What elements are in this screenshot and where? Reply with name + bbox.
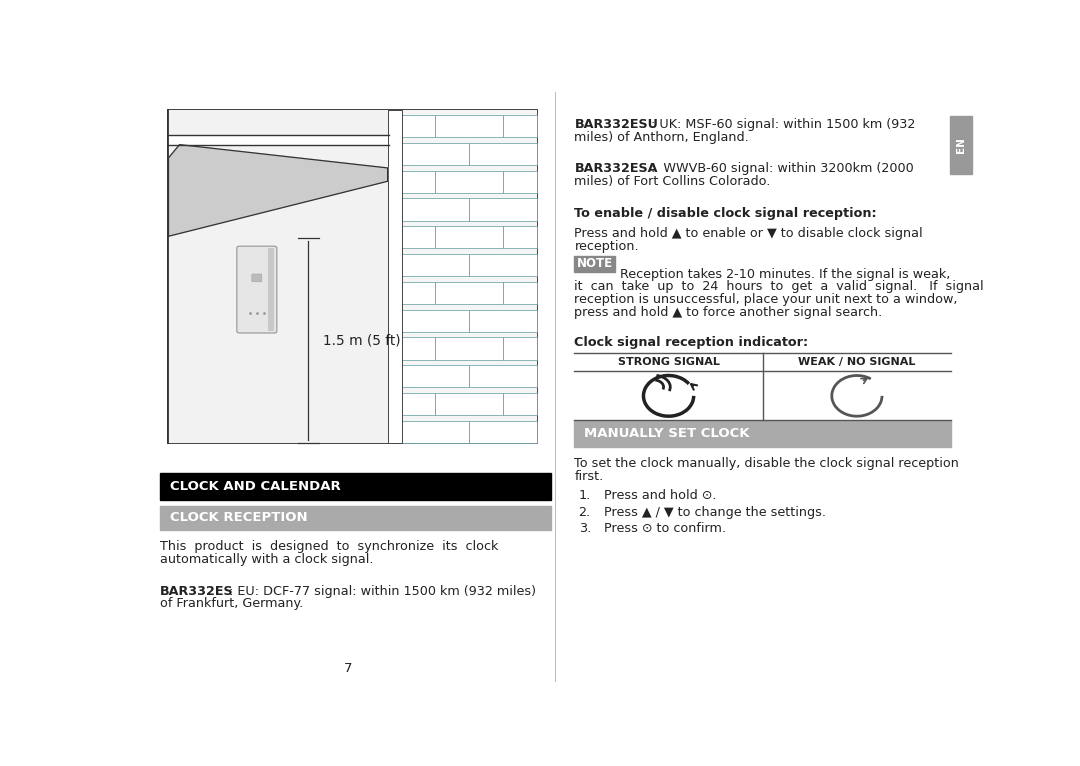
Text: To enable / disable clock signal reception:: To enable / disable clock signal recepti… — [575, 207, 877, 220]
Bar — [435, 282, 503, 304]
Bar — [402, 110, 537, 443]
Bar — [503, 226, 537, 248]
Text: : UK: MSF-60 signal: within 1500 km (932: : UK: MSF-60 signal: within 1500 km (932 — [651, 118, 916, 131]
Bar — [402, 365, 469, 388]
Bar — [435, 337, 503, 359]
Bar — [950, 116, 972, 175]
Bar — [268, 248, 274, 331]
Bar — [402, 309, 469, 332]
Text: NOTE: NOTE — [577, 257, 612, 270]
Text: Reception takes 2-10 minutes. If the signal is weak,: Reception takes 2-10 minutes. If the sig… — [620, 267, 950, 280]
Bar — [402, 254, 469, 277]
Text: BAR332ESA: BAR332ESA — [575, 162, 658, 175]
Text: 7: 7 — [345, 662, 353, 675]
Bar — [402, 115, 435, 137]
Text: CLOCK AND CALENDAR: CLOCK AND CALENDAR — [171, 480, 341, 493]
Bar — [469, 365, 537, 388]
Text: it  can  take  up  to  24  hours  to  get  a  valid  signal.   If  signal: it can take up to 24 hours to get a vali… — [575, 280, 984, 293]
Bar — [469, 421, 537, 443]
Text: reception.: reception. — [575, 240, 639, 253]
Text: STRONG SIGNAL: STRONG SIGNAL — [618, 357, 719, 367]
Bar — [469, 198, 537, 221]
Text: EN: EN — [956, 137, 967, 153]
Bar — [435, 393, 503, 415]
Bar — [402, 282, 435, 304]
Bar — [402, 143, 469, 165]
Bar — [402, 393, 435, 415]
Text: WEAK / NO SIGNAL: WEAK / NO SIGNAL — [798, 357, 916, 367]
Text: To set the clock manually, disable the clock signal reception: To set the clock manually, disable the c… — [575, 457, 959, 470]
Bar — [469, 309, 537, 332]
Text: 2.: 2. — [579, 506, 591, 519]
Text: BAR332ES: BAR332ES — [160, 584, 233, 597]
Bar — [503, 115, 537, 137]
Bar — [503, 393, 537, 415]
Text: press and hold ▲ to force another signal search.: press and hold ▲ to force another signal… — [575, 306, 882, 319]
FancyBboxPatch shape — [237, 246, 276, 333]
Text: Clock signal reception indicator:: Clock signal reception indicator: — [575, 336, 809, 349]
Text: Press ⊙ to confirm.: Press ⊙ to confirm. — [604, 522, 726, 535]
Bar — [435, 226, 503, 248]
Bar — [402, 198, 469, 221]
Text: automatically with a clock signal.: automatically with a clock signal. — [160, 553, 374, 566]
Text: 1.5 m (5 ft): 1.5 m (5 ft) — [324, 333, 401, 348]
Text: Press ▲ / ▼ to change the settings.: Press ▲ / ▼ to change the settings. — [604, 506, 826, 519]
Bar — [160, 473, 551, 500]
Bar — [503, 282, 537, 304]
Text: first.: first. — [575, 470, 604, 483]
Text: of Frankfurt, Germany.: of Frankfurt, Germany. — [160, 597, 303, 611]
Text: miles) of Anthorn, England.: miles) of Anthorn, England. — [575, 130, 750, 143]
Bar — [168, 110, 388, 443]
Text: MANUALLY SET CLOCK: MANUALLY SET CLOCK — [584, 427, 750, 440]
Bar — [402, 337, 435, 359]
FancyBboxPatch shape — [252, 274, 262, 282]
Text: Press and hold ▲ to enable or ▼ to disable clock signal: Press and hold ▲ to enable or ▼ to disab… — [575, 227, 923, 240]
Text: reception is unsuccessful, place your unit next to a window,: reception is unsuccessful, place your un… — [575, 293, 958, 306]
Bar — [469, 254, 537, 277]
Bar — [575, 421, 951, 447]
Bar — [503, 337, 537, 359]
Text: This  product  is  designed  to  synchronize  its  clock: This product is designed to synchronize … — [160, 540, 499, 553]
Bar — [469, 143, 537, 165]
Text: Press and hold ⊙.: Press and hold ⊙. — [604, 489, 716, 502]
Bar — [168, 135, 388, 145]
Bar — [402, 421, 469, 443]
Bar — [402, 226, 435, 248]
Bar — [388, 110, 402, 443]
Bar — [503, 171, 537, 193]
Bar — [575, 257, 615, 272]
Text: : EU: DCF-77 signal: within 1500 km (932 miles): : EU: DCF-77 signal: within 1500 km (932… — [229, 584, 536, 597]
Bar — [160, 506, 551, 529]
Polygon shape — [168, 145, 388, 236]
Bar — [168, 110, 537, 443]
Bar — [435, 171, 503, 193]
Text: 3.: 3. — [579, 522, 591, 535]
Text: 1.: 1. — [579, 489, 591, 502]
Text: CLOCK RECEPTION: CLOCK RECEPTION — [171, 511, 308, 524]
Text: BAR332ESU: BAR332ESU — [575, 118, 659, 131]
Bar — [402, 171, 435, 193]
Text: miles) of Fort Collins Colorado.: miles) of Fort Collins Colorado. — [575, 175, 771, 188]
Text: :  WWVB-60 signal: within 3200km (2000: : WWVB-60 signal: within 3200km (2000 — [651, 162, 914, 175]
Bar — [435, 115, 503, 137]
